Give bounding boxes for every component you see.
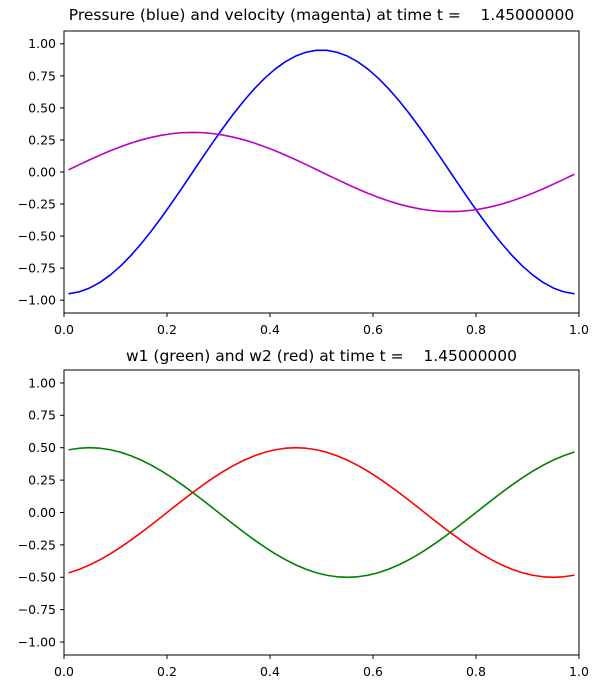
y-tick-label: 0.75 xyxy=(28,68,56,83)
x-tick-label: 0.2 xyxy=(157,322,177,337)
y-tick-label: 0.50 xyxy=(28,100,56,115)
y-tick-label: −0.75 xyxy=(18,261,56,276)
x-tick-label: 1.0 xyxy=(569,664,589,679)
y-tick-label: 1.00 xyxy=(28,36,56,51)
series-line-w1 xyxy=(68,446,575,579)
y-tick-label: 1.00 xyxy=(28,375,56,390)
y-tick-label: −0.75 xyxy=(18,602,56,617)
y-tick-label: 0.00 xyxy=(28,164,56,179)
x-tick-label: 0.6 xyxy=(363,322,383,337)
series-line-w2 xyxy=(68,446,575,579)
x-tick-label: 0.0 xyxy=(54,322,74,337)
axes-border xyxy=(63,369,580,656)
x-tick-label: 0.4 xyxy=(260,664,280,679)
axes-border xyxy=(63,30,580,314)
y-tick-label: 0.25 xyxy=(28,132,56,147)
y-tick-label: −0.50 xyxy=(18,570,56,585)
series-line-pressure xyxy=(68,49,575,295)
x-tick-label: 0.6 xyxy=(363,664,383,679)
y-tick-label: 0.25 xyxy=(28,473,56,488)
x-tick-label: 0.8 xyxy=(466,322,486,337)
y-tick-label: −0.25 xyxy=(18,537,56,552)
y-tick-label: 0.50 xyxy=(28,440,56,455)
x-tick-label: 0.0 xyxy=(54,664,74,679)
y-tick-label: −1.00 xyxy=(18,634,56,649)
y-tick-label: −0.25 xyxy=(18,196,56,211)
chart-title-w1-w2: w1 (green) and w2 (red) at time t = 1.45… xyxy=(125,347,518,365)
x-tick-label: 0.8 xyxy=(466,664,486,679)
y-tick-label: −0.50 xyxy=(18,228,56,243)
y-tick-label: 0.75 xyxy=(28,408,56,423)
x-tick-label: 1.0 xyxy=(569,322,589,337)
x-tick-label: 0.4 xyxy=(260,322,280,337)
chart-title-pressure-velocity: Pressure (blue) and velocity (magenta) a… xyxy=(68,6,575,24)
series-line-velocity xyxy=(68,131,575,213)
x-tick-label: 0.2 xyxy=(157,664,177,679)
y-tick-label: 0.00 xyxy=(28,505,56,520)
y-tick-label: −1.00 xyxy=(18,293,56,308)
